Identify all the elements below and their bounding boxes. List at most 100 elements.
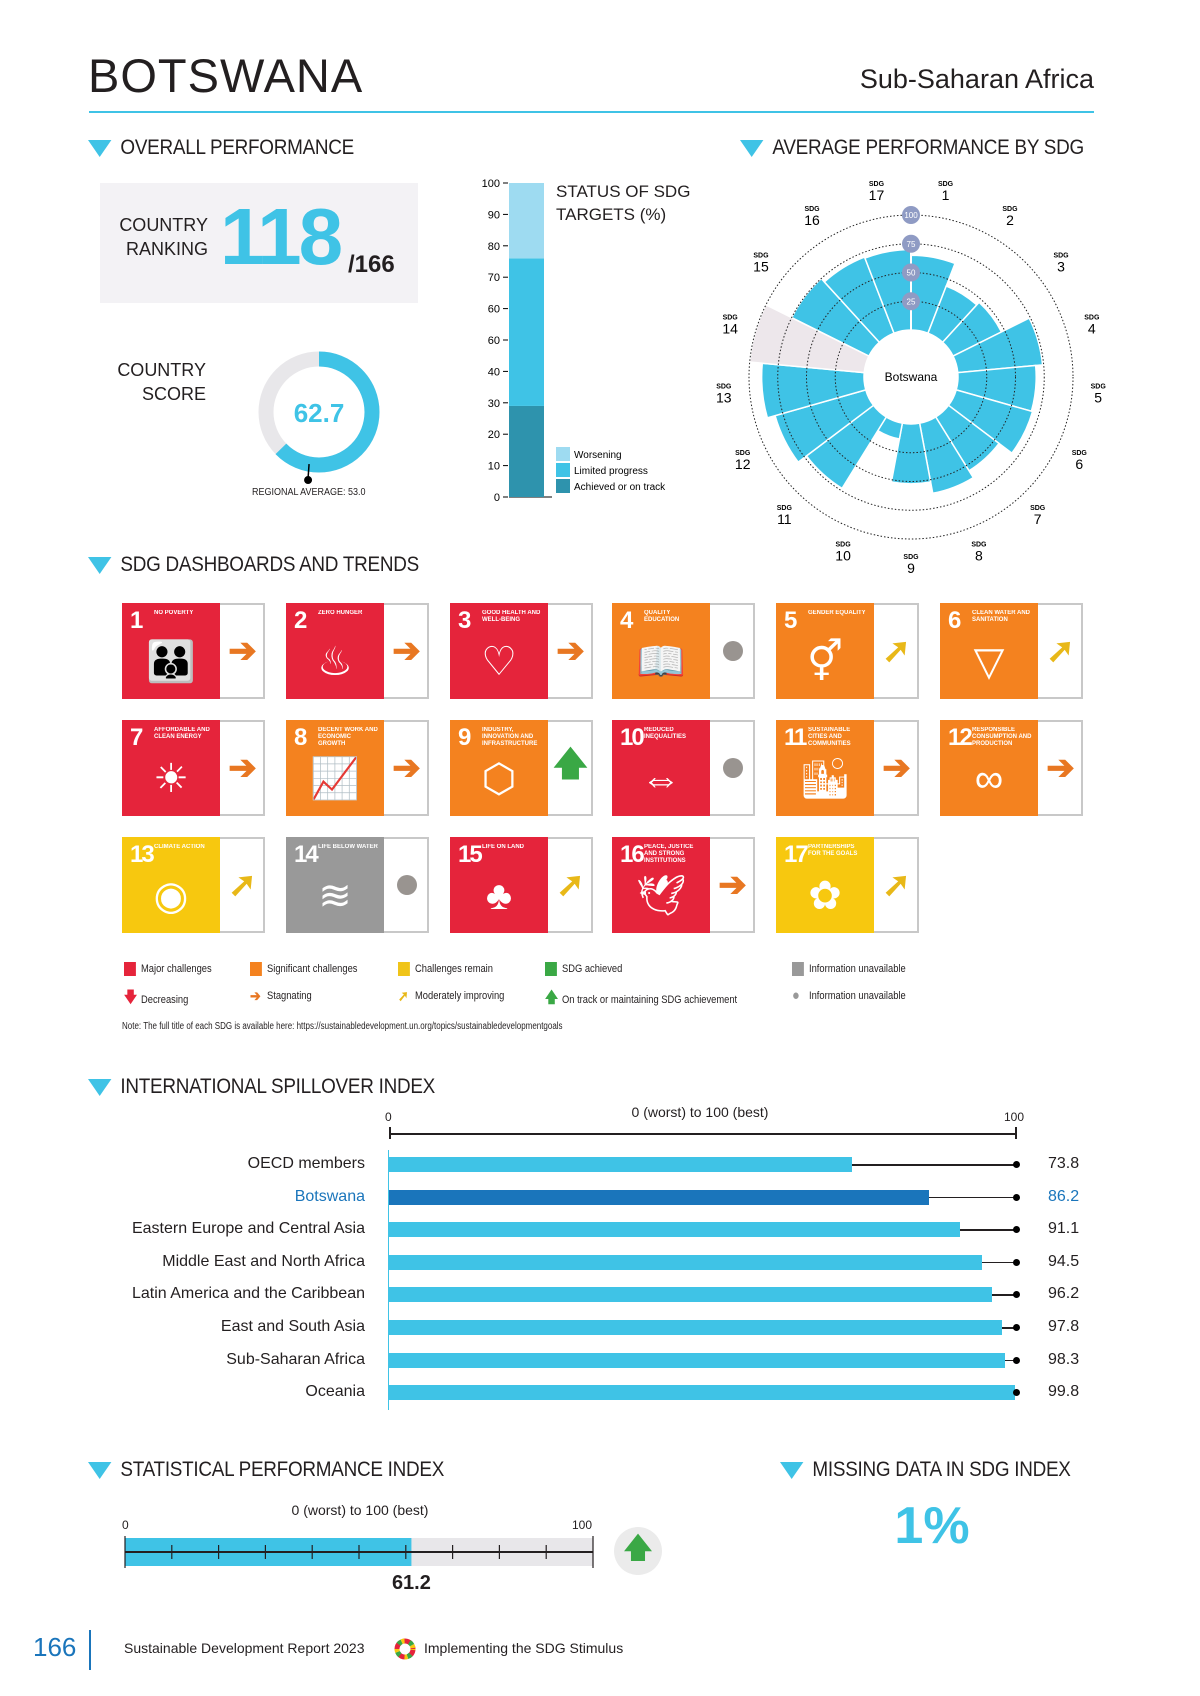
sdg-glyph: ⚥ xyxy=(806,640,844,684)
sdg-tile-11[interactable]: 11 Sustainable Cities and Communities 🏙 ➔ xyxy=(776,720,919,816)
sdg-number: 2 xyxy=(294,607,307,634)
legend-label: Challenges remain xyxy=(415,963,493,975)
ring-label: 50 xyxy=(907,269,916,278)
sdg-tile-10[interactable]: 10 Reduced Inequalities ⇔ xyxy=(612,720,755,816)
legend-rating-item: Information unavailable xyxy=(792,962,906,976)
y-tick-label: 0 xyxy=(494,492,500,504)
spillover-bar xyxy=(389,1320,1003,1335)
trend-indicator: ➔ xyxy=(874,722,919,814)
legend-label: SDG achieved xyxy=(562,963,623,975)
triangle-icon xyxy=(88,1461,112,1479)
sdg-7-icon: 7 Affordable and Clean Energy ☀ xyxy=(122,720,220,816)
sdg-tile-17[interactable]: 17 Partnerships for the Goals ✿ ➚ xyxy=(776,837,919,933)
spillover-label: Middle East and North Africa xyxy=(162,1252,365,1270)
legend-rating-item: Significant challenges xyxy=(250,962,357,976)
spillover-target-dot xyxy=(1013,1226,1020,1234)
spillover-label: Latin America and the Caribbean xyxy=(131,1285,365,1303)
spi-bar xyxy=(124,1536,594,1568)
sdg-glyph: ♣ xyxy=(485,874,513,918)
sdg-label-prefix: SDG xyxy=(836,541,852,548)
spillover-gap-line xyxy=(992,1294,1016,1296)
trend-indicator xyxy=(384,839,429,931)
score-donut xyxy=(258,351,380,485)
spillover-tick-100: 100 xyxy=(1004,1110,1025,1124)
sdg-tile-8[interactable]: 8 Decent Work and Economic Growth 📈 ➔ xyxy=(286,720,429,816)
sdg-tile-14[interactable]: 14 Life Below Water ≋ xyxy=(286,837,429,933)
spillover-target-dot xyxy=(1013,1258,1020,1266)
sdg-tile-12[interactable]: 12 Responsible Consumption and Production… xyxy=(940,720,1083,816)
sdg-name: Quality Education xyxy=(644,610,680,623)
spillover-gap-line xyxy=(1005,1359,1016,1362)
trend-indicator: ➔ xyxy=(384,605,429,697)
sdg-label-prefix: SDG xyxy=(1084,315,1100,322)
spillover-value: 99.8 xyxy=(1048,1383,1080,1401)
sdg-name: Zero Hunger xyxy=(318,610,363,616)
sdg-number: 8 xyxy=(294,724,307,751)
bar-segment-limited-progress xyxy=(509,258,544,406)
trend-stagnating-arrow-icon: ➔ xyxy=(392,749,421,787)
sdg-tile-1[interactable]: 1 No Poverty 👪 ➔ xyxy=(122,603,265,699)
sdg-label-number: 7 xyxy=(1034,511,1042,527)
y-tick-label: 80 xyxy=(488,241,500,253)
sdg-tile-15[interactable]: 15 Life on Land ♣ ➚ xyxy=(450,837,593,933)
sdg-tile-9[interactable]: 9 Industry, Innovation and Infrastructure… xyxy=(450,720,593,816)
ring-label-badge xyxy=(902,234,920,253)
spillover-tick-0: 0 xyxy=(385,1110,392,1124)
sdg-glyph: 👪 xyxy=(146,640,196,684)
ring-25 xyxy=(834,300,988,454)
trend-moderate-arrow-icon: ➚ xyxy=(882,632,911,670)
legend-swatch xyxy=(398,962,410,976)
spillover-target-dot xyxy=(1013,1356,1020,1364)
spi-max: 100 xyxy=(572,1518,593,1532)
sdg-4-icon: 4 Quality Education 📖 xyxy=(612,603,710,699)
spillover-label: East and South Asia xyxy=(220,1318,365,1335)
sdg-label-prefix: SDG xyxy=(869,181,885,188)
sdg-tile-2[interactable]: 2 Zero Hunger ♨ ➔ xyxy=(286,603,429,699)
sdg-name: No Poverty xyxy=(154,610,194,616)
triangle-icon xyxy=(740,139,764,157)
spillover-target-dot xyxy=(1013,1389,1020,1397)
sdg-number: 7 xyxy=(130,724,143,751)
legend-label: Information unavailable xyxy=(809,963,906,975)
trend-indicator: ➔ xyxy=(384,722,429,814)
sdg-tile-7[interactable]: 7 Affordable and Clean Energy ☀ ➔ xyxy=(122,720,265,816)
trend-indicator: ➚ xyxy=(548,839,593,931)
sdg-2-icon: 2 Zero Hunger ♨ xyxy=(286,603,384,699)
sdg-number: 9 xyxy=(458,724,471,751)
sdg-label-number: 8 xyxy=(975,547,983,563)
legend-swatch xyxy=(250,962,262,976)
status-chart-title: STATUS OF SDG TARGETS (%) xyxy=(556,182,691,224)
sdg-tile-4[interactable]: 4 Quality Education 📖 xyxy=(612,603,755,699)
center-label: Botswana xyxy=(885,370,938,384)
spillover-bar xyxy=(389,1189,930,1205)
trend-stagnating-arrow-icon: ➔ xyxy=(1046,749,1075,787)
trend-indicator: ➔ xyxy=(548,605,593,697)
sdg-tile-5[interactable]: 5 Gender Equality ⚥ ➚ xyxy=(776,603,919,699)
ranking-label: COUNTRY RANKING xyxy=(119,215,208,259)
sdg-tile-13[interactable]: 13 Climate Action ◉ ➚ xyxy=(122,837,265,933)
spi-min: 0 xyxy=(122,1518,129,1532)
sdg-tile-6[interactable]: 6 Clean Water and Sanitation ▽ ➚ xyxy=(940,603,1083,699)
sdg-name: Partnerships for the Goals xyxy=(808,844,858,857)
spillover-target-dot xyxy=(1013,1193,1020,1201)
sdg-number: 14 xyxy=(294,841,319,868)
sdg-tile-3[interactable]: 3 Good Health and Well-Being ♡ ➔ xyxy=(450,603,593,699)
sdg-label-prefix: SDG xyxy=(1002,206,1018,213)
sdg-15-icon: 15 Life on Land ♣ xyxy=(450,837,548,933)
legend-label: Achieved or on track xyxy=(574,482,666,493)
sdg-label-prefix: SDG xyxy=(1053,253,1069,260)
spi-axis-label: 0 (worst) to 100 (best) xyxy=(291,1502,429,1518)
legend-swatch xyxy=(556,479,570,493)
spillover-gap-line xyxy=(960,1229,1016,1231)
region-label: Sub-Saharan Africa xyxy=(859,64,1094,94)
sdg-label-number: 14 xyxy=(722,321,738,337)
section-title: OVERALL PERFORMANCE xyxy=(120,136,355,159)
legend-trend-icon: ➔ xyxy=(250,988,261,1005)
spillover-baseline xyxy=(388,1150,389,1410)
spi-value: 61.2 xyxy=(391,1572,431,1594)
sdg-tile-16[interactable]: 16 Peace, Justice and Strong Institutions… xyxy=(612,837,755,933)
info-unavailable-dot-icon xyxy=(722,758,743,778)
triangle-icon xyxy=(88,139,112,157)
spillover-value: 73.8 xyxy=(1048,1155,1080,1172)
sdg-label-number: 17 xyxy=(869,187,885,203)
